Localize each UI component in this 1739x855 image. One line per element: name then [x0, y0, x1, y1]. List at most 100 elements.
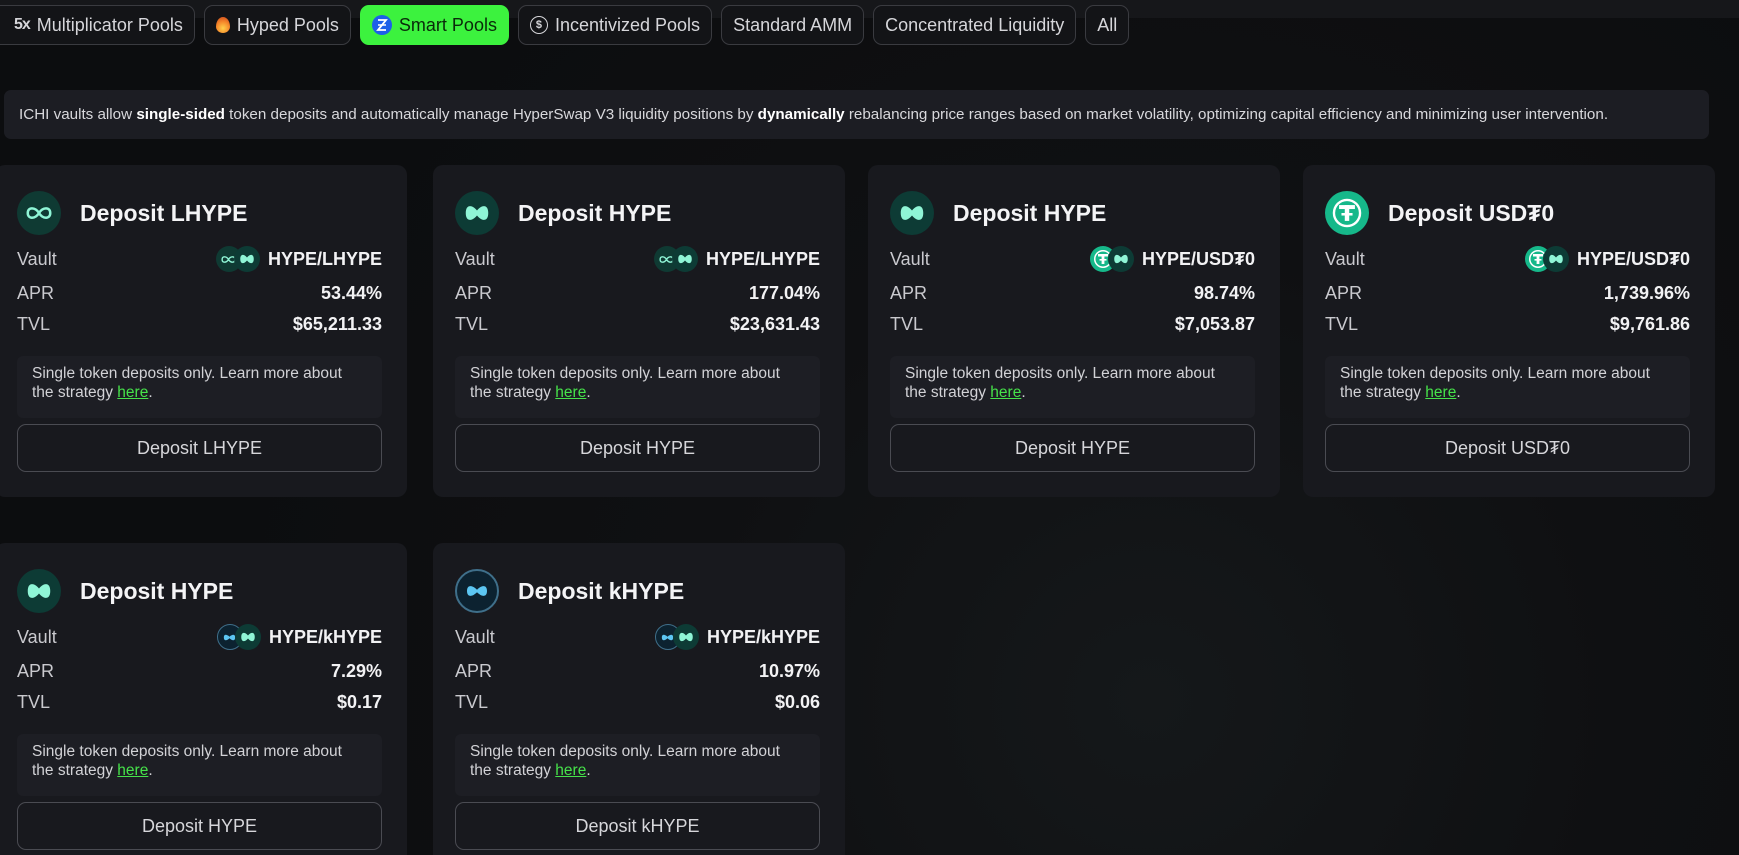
deposit-button-label: Deposit HYPE	[1014, 437, 1131, 458]
apr-row: APR 1,739.96%	[1325, 283, 1690, 304]
deposit-button[interactable]: Deposit HYPE	[890, 424, 1255, 472]
vault-pair: HYPE/LHYPE	[653, 246, 820, 272]
banner-text-1: ICHI vaults allow	[19, 106, 137, 123]
deposit-button[interactable]: Deposit LHYPE	[17, 424, 382, 472]
deposit-button[interactable]: Deposit HYPE	[455, 424, 820, 472]
pool-filter-tabs: 5x Multiplicator Pools Hyped Pools Smart…	[0, 5, 1130, 45]
strategy-link[interactable]: here	[1425, 384, 1457, 401]
card-title: Deposit HYPE	[953, 199, 1107, 226]
note-text: Single token deposits only. Learn more a…	[1340, 365, 1650, 401]
tab-incentivized-pools[interactable]: $ Incentivized Pools	[517, 5, 713, 45]
apr-row: APR 53.44%	[17, 283, 382, 304]
tvl-value: $23,631.43	[729, 314, 820, 334]
vault-pair-name: HYPE/LHYPE	[705, 248, 820, 269]
vault-row: Vault HYPE/LHYPE	[455, 246, 820, 272]
tvl-label: TVL	[17, 692, 51, 712]
note-text: Single token deposits only. Learn more a…	[32, 365, 342, 401]
tab-standard-amm[interactable]: Standard AMM	[721, 5, 865, 45]
apr-row: APR 177.04%	[455, 283, 820, 304]
banner-bold-1: single-sided	[136, 106, 225, 123]
tab-label: Standard AMM	[733, 14, 853, 35]
deposit-button-label: Deposit USD₮0	[1444, 437, 1571, 458]
strategy-link[interactable]: here	[555, 762, 587, 779]
tab-concentrated-liquidity[interactable]: Concentrated Liquidity	[873, 5, 1077, 45]
tvl-label: TVL	[1325, 314, 1359, 334]
apr-row: APR 10.97%	[455, 661, 820, 682]
vault-pair: HYPE/kHYPE	[216, 624, 382, 650]
note-period: .	[1456, 384, 1461, 401]
strategy-note: Single token deposits only. Learn more a…	[455, 356, 820, 418]
note-period: .	[586, 762, 591, 779]
card-title: Deposit LHYPE	[80, 199, 248, 226]
strategy-link[interactable]: here	[555, 384, 587, 401]
card-title: Deposit HYPE	[518, 199, 672, 226]
banner-text: ICHI vaults allow single-sided token dep…	[19, 106, 1608, 123]
tab-label: Concentrated Liquidity	[885, 14, 1065, 35]
banner-text-2: token deposits and automatically manage …	[224, 106, 758, 123]
vault-card: Deposit HYPE Vault HYPE/USD₮0 APR 98.74% TVL $…	[868, 165, 1280, 497]
apr-row: APR 98.74%	[890, 283, 1255, 304]
tvl-value: $7,053.87	[1174, 314, 1255, 334]
vault-row: Vault HYPE/LHYPE	[17, 246, 382, 272]
apr-label: APR	[17, 283, 55, 303]
tvl-label: TVL	[890, 314, 924, 334]
tvl-row: TVL $65,211.33	[17, 314, 382, 335]
card-title: Deposit kHYPE	[518, 577, 685, 604]
deposit-button-label: Deposit kHYPE	[575, 815, 700, 836]
deposit-button[interactable]: Deposit kHYPE	[455, 802, 820, 850]
tvl-label: TVL	[17, 314, 51, 334]
apr-value: 53.44%	[320, 283, 382, 303]
vault-card: Deposit USD₮0 Vault HYPE/USD₮0 APR 1,739.96%…	[1303, 165, 1715, 497]
apr-value: 10.97%	[758, 661, 820, 681]
dollar-icon: $	[529, 16, 548, 34]
apr-value: 177.04%	[748, 283, 820, 303]
lhype-icon	[17, 191, 61, 235]
multiplier-icon: 5x	[14, 16, 31, 33]
apr-row: APR 7.29%	[17, 661, 382, 682]
deposit-button-label: Deposit HYPE	[141, 815, 258, 836]
vault-label: Vault	[455, 626, 495, 647]
strategy-note: Single token deposits only. Learn more a…	[17, 356, 382, 418]
card-header: Deposit LHYPE	[17, 191, 247, 235]
tab-smart-pools[interactable]: Smart Pools	[359, 5, 509, 45]
usdt0-icon	[1325, 191, 1369, 235]
vault-label: Vault	[17, 248, 57, 269]
note-text: Single token deposits only. Learn more a…	[470, 743, 780, 779]
strategy-link[interactable]: here	[990, 384, 1022, 401]
tvl-row: TVL $23,631.43	[455, 314, 820, 335]
tab-label: Multiplicator Pools	[36, 14, 183, 35]
card-header: Deposit USD₮0	[1325, 191, 1554, 235]
vault-pair: HYPE/kHYPE	[654, 624, 820, 650]
deposit-button[interactable]: Deposit HYPE	[17, 802, 382, 850]
deposit-button[interactable]: Deposit USD₮0	[1325, 424, 1690, 472]
card-title: Deposit USD₮0	[1388, 199, 1555, 226]
tvl-value: $0.06	[774, 692, 820, 712]
tab-all[interactable]: All	[1085, 5, 1130, 45]
hype-icon	[233, 246, 260, 272]
vault-pair: HYPE/USD₮0	[1524, 246, 1690, 272]
pair-icons	[1089, 246, 1136, 272]
tab-multiplicator-pools[interactable]: 5x Multiplicator Pools	[0, 5, 195, 45]
tab-hyped-pools[interactable]: Hyped Pools	[203, 5, 351, 45]
tab-label: Hyped Pools	[236, 14, 339, 35]
tvl-label: TVL	[455, 692, 489, 712]
hype-icon	[672, 624, 699, 650]
vault-row: Vault HYPE/USD₮0	[890, 246, 1255, 272]
note-period: .	[148, 762, 153, 779]
strategy-note: Single token deposits only. Learn more a…	[1325, 356, 1690, 418]
card-header: Deposit HYPE	[455, 191, 671, 235]
khype-icon	[455, 569, 499, 613]
apr-label: APR	[890, 283, 928, 303]
vault-row: Vault HYPE/kHYPE	[455, 624, 820, 650]
tab-label: Smart Pools	[398, 14, 497, 35]
card-header: Deposit kHYPE	[455, 569, 684, 613]
card-header: Deposit HYPE	[17, 569, 233, 613]
apr-label: APR	[455, 283, 493, 303]
vault-pair-name: HYPE/LHYPE	[267, 248, 382, 269]
apr-label: APR	[455, 661, 493, 681]
vault-pair-name: HYPE/USD₮0	[1141, 248, 1255, 269]
ichi-info-banner: ICHI vaults allow single-sided token dep…	[4, 90, 1709, 139]
vault-pair: HYPE/USD₮0	[1089, 246, 1255, 272]
strategy-link[interactable]: here	[117, 384, 149, 401]
strategy-link[interactable]: here	[117, 762, 149, 779]
